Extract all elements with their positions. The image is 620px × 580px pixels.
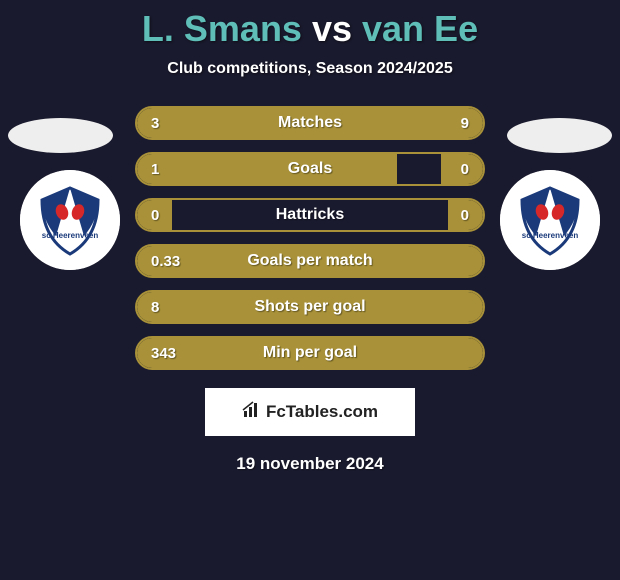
vs-text: vs	[302, 8, 362, 49]
stat-row: 3Matches9	[135, 106, 485, 140]
brand-badge[interactable]: FcTables.com	[205, 388, 415, 436]
stat-value-left: 0.33	[137, 253, 197, 270]
stat-value-right: 0	[423, 161, 483, 178]
stat-rows: 3Matches91Goals00Hattricks00.33Goals per…	[135, 106, 485, 370]
stat-label: Hattricks	[197, 206, 423, 224]
stat-value-left: 3	[137, 115, 197, 132]
player1-name: L. Smans	[142, 8, 302, 49]
chart-icon	[242, 401, 260, 424]
player1-photo	[8, 118, 113, 153]
stat-label: Matches	[197, 114, 423, 132]
comparison-title: L. Smans vs van Ee	[0, 0, 620, 50]
stat-value-right: 0	[423, 207, 483, 224]
player2-name: van Ee	[362, 8, 478, 49]
stat-label: Shots per goal	[197, 298, 423, 316]
stat-row: 0Hattricks0	[135, 198, 485, 232]
brand-text: FcTables.com	[266, 402, 378, 422]
club-badge-right: sc Heerenveen	[500, 170, 600, 270]
stat-row: 0.33Goals per match	[135, 244, 485, 278]
stat-value-left: 8	[137, 299, 197, 316]
stat-row: 1Goals0	[135, 152, 485, 186]
svg-text:sc Heerenveen: sc Heerenveen	[42, 231, 99, 240]
stat-value-left: 343	[137, 345, 197, 362]
stat-label: Goals	[197, 160, 423, 178]
stat-row: 8Shots per goal	[135, 290, 485, 324]
date-text: 19 november 2024	[0, 454, 620, 474]
stat-value-left: 1	[137, 161, 197, 178]
stat-label: Min per goal	[197, 344, 423, 362]
svg-text:sc Heerenveen: sc Heerenveen	[522, 231, 579, 240]
stat-value-right: 9	[423, 115, 483, 132]
stat-label: Goals per match	[197, 252, 423, 270]
stat-value-left: 0	[137, 207, 197, 224]
club-badge-left: sc Heerenveen	[20, 170, 120, 270]
subtitle: Club competitions, Season 2024/2025	[0, 60, 620, 78]
stat-row: 343Min per goal	[135, 336, 485, 370]
player2-photo	[507, 118, 612, 153]
